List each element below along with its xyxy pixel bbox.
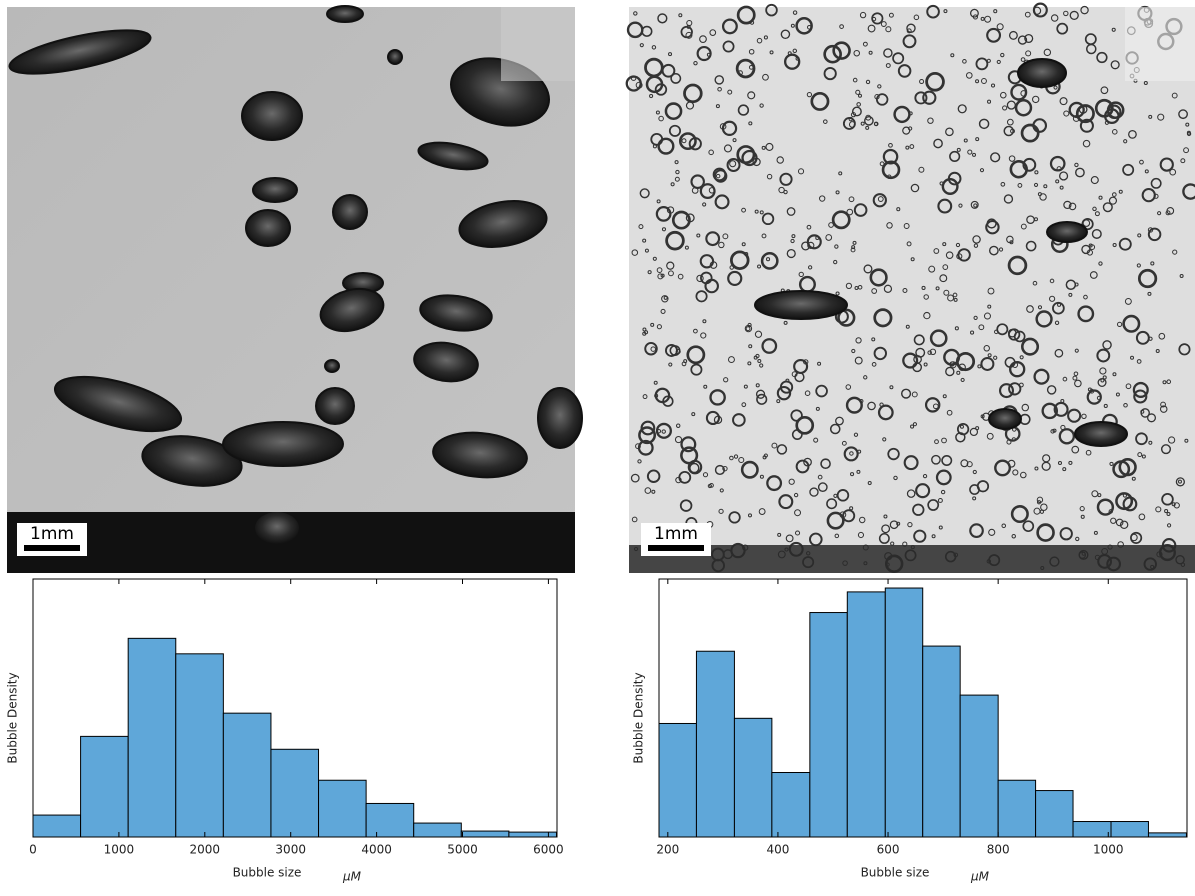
bar (771, 772, 811, 838)
bar (175, 653, 224, 838)
y-axis-label: Bubble Density (632, 672, 646, 763)
x-axis-unit: μM (970, 870, 990, 884)
x-axis-label: Bubble size (233, 866, 302, 880)
bar (922, 645, 961, 838)
plot-frame (658, 578, 1188, 838)
x-tick-label: 3000 (275, 843, 306, 857)
bar (1147, 832, 1187, 838)
charts: 0 1000 2000 3000 4000 5000 6000 Bubble size μM Bu… (6, 578, 1188, 884)
bar (222, 712, 272, 838)
bar (413, 822, 462, 838)
bar (1110, 821, 1149, 838)
x-axis-label: Bubble size (861, 866, 930, 880)
plot-frame (32, 578, 558, 838)
x-tick-label: 400 (766, 843, 789, 857)
x-axis-unit: μM (342, 870, 362, 884)
x-tick-label: 800 (987, 843, 1010, 857)
bar (508, 831, 557, 838)
x-tick-label: 1000 (104, 843, 135, 857)
bar (695, 650, 735, 838)
bar (365, 802, 415, 838)
x-tick-label: 5000 (447, 843, 478, 857)
bar (884, 587, 924, 838)
bar (658, 722, 697, 838)
bar (809, 612, 848, 838)
photo-right: 1mm (625, 2, 1195, 573)
x-tick-label: 0 (29, 843, 37, 857)
scale-bar-label: 1mm (30, 524, 74, 544)
bar (460, 830, 510, 838)
bar (32, 814, 82, 838)
photo-left: 1mm (7, 5, 583, 573)
x-tick-label: 2000 (190, 843, 221, 857)
x-tick-label: 4000 (361, 843, 392, 857)
scale-bar-label: 1mm (654, 524, 698, 544)
bar (959, 694, 999, 838)
bar (997, 779, 1037, 838)
x-tick-label: 600 (877, 843, 900, 857)
bar (270, 748, 320, 838)
bar (846, 591, 886, 838)
x-tick-label: 6000 (533, 843, 564, 857)
x-tick-label: 1000 (1093, 843, 1124, 857)
bar (318, 779, 367, 838)
bar (1035, 790, 1074, 838)
y-axis-label: Bubble Density (6, 672, 20, 763)
bar (127, 637, 177, 838)
x-tick-label: 200 (656, 843, 679, 857)
bar (80, 735, 129, 838)
bar (1072, 821, 1112, 838)
bar (733, 717, 773, 838)
